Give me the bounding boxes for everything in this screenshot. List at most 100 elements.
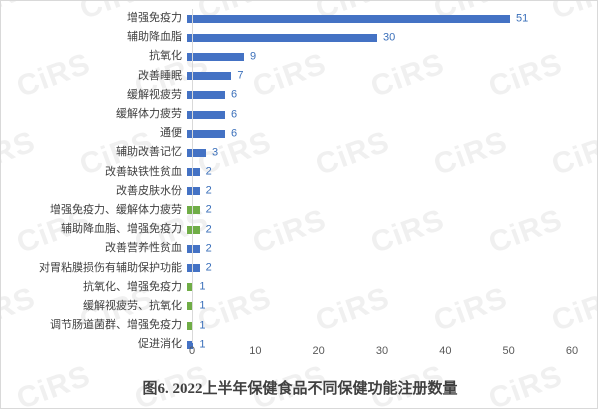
- category-label: 改善皮肤水份: [116, 184, 182, 197]
- category-label: 缓解视疲劳: [127, 88, 182, 101]
- bar-row: 增强免疫力 51: [1, 9, 597, 28]
- category-label: 抗氧化: [149, 50, 182, 63]
- plot-area: 增强免疫力 51 辅助降血脂 30 抗氧化 9 改善睡眠 7 缓解视疲劳 6 缓解体力疲劳 6 通便 6 辅…: [1, 9, 597, 350]
- bar-track: 2: [187, 258, 597, 277]
- bar-value-label: 1: [199, 319, 206, 332]
- bar-track: 1: [187, 278, 597, 297]
- bar-row: 改善皮肤水份 2: [1, 182, 597, 201]
- bar-track: 2: [187, 220, 597, 239]
- bar: [187, 225, 200, 234]
- bar: [187, 206, 200, 215]
- bar: [187, 340, 194, 349]
- bar: [187, 283, 194, 292]
- bar-value-label: 1: [199, 338, 206, 351]
- bar-row: 抗氧化、增强免疫力 1: [1, 278, 597, 297]
- bar-row: 改善营养性贫血 2: [1, 239, 597, 258]
- bar-track: 1: [187, 316, 597, 335]
- bar-value-label: 2: [205, 261, 212, 274]
- category-label: 缓解视疲劳、抗氧化: [83, 299, 182, 312]
- bar-value-label: 6: [231, 127, 238, 140]
- bar-value-label: 3: [212, 146, 219, 159]
- bar-track: 2: [187, 182, 597, 201]
- bar-row: 增强免疫力、缓解体力疲劳 2: [1, 201, 597, 220]
- bar: [187, 129, 225, 138]
- bar: [187, 33, 377, 42]
- category-label: 通便: [160, 127, 182, 140]
- category-label: 对胃粘膜损伤有辅助保护功能: [39, 261, 182, 274]
- bar-row: 辅助降血脂、增强免疫力 2: [1, 220, 597, 239]
- category-label: 抗氧化、增强免疫力: [83, 280, 182, 293]
- bar-value-label: 2: [205, 165, 212, 178]
- category-label: 促进消化: [138, 338, 182, 351]
- category-label: 调节肠道菌群、增强免疫力: [50, 319, 182, 332]
- x-axis-tick-label: 60: [565, 345, 579, 357]
- bar-track: 6: [187, 124, 597, 143]
- bar-row: 对胃粘膜损伤有辅助保护功能 2: [1, 258, 597, 277]
- x-axis-tick-label: 10: [249, 345, 262, 357]
- bar-track: 51: [187, 9, 597, 28]
- bar-row: 缓解体力疲劳 6: [1, 105, 597, 124]
- category-label: 增强免疫力: [127, 12, 182, 25]
- bar-track: 30: [187, 28, 597, 47]
- category-label: 改善睡眠: [138, 69, 182, 82]
- bar-value-label: 1: [199, 280, 206, 293]
- figure-caption: 图6. 2022上半年保健食品不同保健功能注册数量: [142, 381, 458, 397]
- bar-value-label: 2: [205, 184, 212, 197]
- category-label: 缓解体力疲劳: [116, 108, 182, 121]
- bar: [187, 187, 200, 196]
- bar: [187, 321, 194, 330]
- x-axis-tick-label: 40: [439, 345, 452, 357]
- bar-track: 1: [187, 297, 597, 316]
- bar-track: 2: [187, 163, 597, 182]
- bar: [187, 148, 206, 157]
- bar-row: 通便 6: [1, 124, 597, 143]
- bar: [187, 264, 200, 273]
- bar-track: 3: [187, 143, 597, 162]
- category-label: 改善缺铁性贫血: [105, 165, 182, 178]
- bar: [187, 72, 232, 81]
- bar-track: 1: [187, 335, 597, 354]
- x-axis-tick-label: 0: [188, 345, 196, 357]
- bar-track: 2: [187, 201, 597, 220]
- bar-track: 7: [187, 67, 597, 86]
- bar-row: 辅助改善记忆 3: [1, 143, 597, 162]
- bar-value-label: 2: [205, 223, 212, 236]
- bar-value-label: 2: [205, 242, 212, 255]
- x-axis-tick-label: 30: [375, 345, 389, 357]
- bar: [187, 168, 200, 177]
- bar: [187, 14, 510, 23]
- y-axis-line: [192, 9, 193, 343]
- x-axis-tick-label: 50: [502, 345, 515, 357]
- bar-track: 6: [187, 86, 597, 105]
- bar-value-label: 6: [231, 108, 238, 121]
- bar: [187, 91, 225, 100]
- bar-track: 9: [187, 47, 597, 66]
- bar-row: 促进消化 1: [1, 335, 597, 354]
- x-axis-tick-label: 20: [312, 345, 325, 357]
- bar-value-label: 2: [205, 203, 212, 216]
- bar-row: 缓解视疲劳、抗氧化 1: [1, 297, 597, 316]
- x-axis: 0 10 20 30 40 50 60: [188, 345, 578, 364]
- category-label: 辅助改善记忆: [116, 146, 182, 159]
- bar-value-label: 6: [231, 88, 238, 101]
- category-label: 增强免疫力、缓解体力疲劳: [50, 203, 182, 216]
- category-label: 辅助降血脂: [127, 31, 182, 44]
- bar-track: 2: [187, 239, 597, 258]
- bar: [187, 52, 244, 61]
- bar-row: 改善睡眠 7: [1, 67, 597, 86]
- bar: [187, 110, 225, 119]
- bar: [187, 302, 194, 311]
- bar-track: 6: [187, 105, 597, 124]
- bar-row: 辅助降血脂 30: [1, 28, 597, 47]
- bar-value-label: 51: [516, 12, 529, 25]
- bar-value-label: 30: [383, 31, 396, 44]
- bar-row: 调节肠道菌群、增强免疫力 1: [1, 316, 597, 335]
- bar: [187, 244, 200, 253]
- bar-value-label: 7: [237, 69, 244, 82]
- bar-row: 缓解视疲劳 6: [1, 86, 597, 105]
- category-label: 改善营养性贫血: [105, 242, 182, 255]
- category-label: 辅助降血脂、增强免疫力: [61, 223, 182, 236]
- bar-row: 抗氧化 9: [1, 47, 597, 66]
